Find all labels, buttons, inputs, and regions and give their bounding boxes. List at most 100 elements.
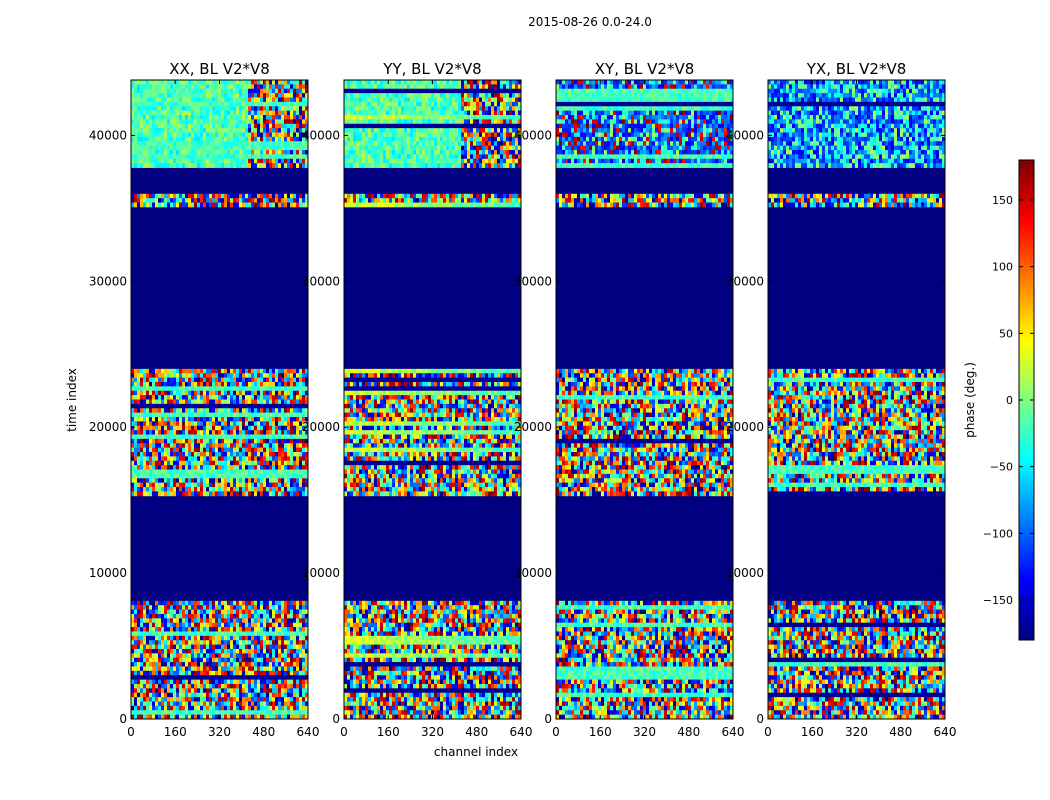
heatmap-cell bbox=[224, 136, 228, 142]
heatmap-cell bbox=[134, 158, 138, 164]
heatmap-cell bbox=[245, 627, 249, 632]
heatmap-cell bbox=[278, 399, 282, 405]
heatmap-cell bbox=[305, 705, 308, 711]
heatmap-cell bbox=[242, 613, 246, 619]
heatmap-cell bbox=[227, 662, 231, 667]
heatmap-cell bbox=[194, 452, 198, 457]
heatmap-cell bbox=[131, 465, 135, 470]
heatmap-cell bbox=[215, 692, 219, 698]
x-tick-label: 320 bbox=[208, 725, 231, 739]
heatmap-cell bbox=[161, 631, 165, 637]
heatmap-cell bbox=[167, 657, 171, 663]
heatmap-cell bbox=[143, 605, 147, 610]
heatmap-cell bbox=[212, 653, 216, 659]
heatmap-cell bbox=[272, 609, 276, 615]
heatmap-cell bbox=[302, 145, 306, 151]
heatmap-cell bbox=[293, 692, 297, 698]
heatmap-cell bbox=[284, 487, 288, 492]
heatmap-cell bbox=[236, 434, 240, 440]
heatmap-cell bbox=[191, 123, 195, 129]
heatmap-cell bbox=[230, 640, 234, 645]
heatmap-cell bbox=[182, 443, 186, 449]
heatmap-cell bbox=[248, 163, 252, 168]
heatmap-cell bbox=[188, 443, 192, 449]
heatmap-cell bbox=[203, 605, 207, 610]
heatmap-cell bbox=[287, 443, 291, 449]
heatmap-cell bbox=[374, 84, 378, 90]
heatmap-cell bbox=[152, 395, 156, 400]
heatmap-cell bbox=[152, 154, 156, 160]
heatmap-cell bbox=[299, 399, 303, 405]
heatmap-cell bbox=[191, 154, 195, 160]
heatmap-cell bbox=[182, 123, 186, 129]
heatmap-cell bbox=[155, 141, 159, 147]
heatmap-cell bbox=[218, 84, 222, 90]
heatmap-cell bbox=[176, 631, 180, 637]
heatmap-cell bbox=[227, 368, 231, 374]
heatmap-cell bbox=[134, 110, 138, 116]
heatmap-cell bbox=[245, 644, 249, 650]
heatmap-cell bbox=[167, 373, 171, 379]
heatmap-cell bbox=[143, 697, 147, 702]
heatmap-cell bbox=[248, 136, 252, 142]
heatmap-cell bbox=[176, 460, 180, 466]
heatmap-cell bbox=[212, 115, 216, 120]
heatmap-cell bbox=[305, 119, 308, 125]
heatmap-cell bbox=[146, 145, 150, 151]
heatmap-cell bbox=[227, 141, 231, 147]
heatmap-cell bbox=[173, 425, 177, 431]
heatmap-cell bbox=[287, 93, 291, 98]
heatmap-cell bbox=[269, 163, 273, 168]
heatmap-cell bbox=[269, 491, 273, 497]
heatmap-cell bbox=[197, 469, 201, 475]
heatmap-cell bbox=[182, 683, 186, 689]
heatmap-cell bbox=[230, 710, 234, 716]
heatmap-cell bbox=[281, 662, 285, 667]
heatmap-cell bbox=[182, 473, 186, 479]
heatmap-cell bbox=[197, 97, 201, 103]
heatmap-cell bbox=[257, 368, 261, 374]
heatmap-cell bbox=[224, 88, 228, 94]
heatmap-cell bbox=[254, 666, 258, 672]
heatmap-cell bbox=[206, 456, 210, 462]
heatmap-cell bbox=[170, 622, 174, 628]
heatmap-cell bbox=[209, 84, 213, 90]
heatmap-cell bbox=[431, 93, 435, 98]
heatmap-cell bbox=[503, 97, 507, 103]
heatmap-cell bbox=[263, 648, 267, 654]
heatmap-cell bbox=[152, 609, 156, 615]
heatmap-cell bbox=[224, 710, 228, 716]
heatmap-cell bbox=[134, 154, 138, 160]
heatmap-cell bbox=[284, 478, 288, 484]
heatmap-cell bbox=[260, 473, 264, 479]
heatmap-cell bbox=[281, 123, 285, 129]
heatmap-cell bbox=[191, 443, 195, 449]
heatmap-cell bbox=[218, 657, 222, 663]
heatmap-cell bbox=[257, 679, 261, 685]
heatmap-cell bbox=[284, 136, 288, 142]
heatmap-cell bbox=[164, 150, 168, 155]
heatmap-cell bbox=[257, 465, 261, 470]
heatmap-cell bbox=[179, 202, 183, 208]
heatmap-cell bbox=[182, 390, 186, 396]
heatmap-cell bbox=[491, 88, 495, 94]
heatmap-cell bbox=[278, 202, 282, 208]
heatmap-cell bbox=[161, 438, 165, 444]
heatmap-cell bbox=[248, 447, 252, 453]
heatmap-cell bbox=[164, 644, 168, 650]
heatmap-cell bbox=[227, 425, 231, 431]
heatmap-cell bbox=[281, 438, 285, 444]
heatmap-cell bbox=[266, 469, 270, 475]
heatmap-cell bbox=[224, 399, 228, 405]
heatmap-cell bbox=[467, 93, 471, 98]
heatmap-cell bbox=[188, 683, 192, 689]
heatmap-cell bbox=[212, 443, 216, 449]
heatmap-cell bbox=[206, 141, 210, 147]
heatmap-cell bbox=[257, 666, 261, 672]
heatmap-cell bbox=[287, 417, 291, 422]
heatmap-cell bbox=[182, 101, 186, 107]
heatmap-cell bbox=[191, 487, 195, 492]
heatmap-cell bbox=[260, 438, 264, 444]
heatmap-cell bbox=[293, 473, 297, 479]
heatmap-cell bbox=[161, 408, 165, 414]
